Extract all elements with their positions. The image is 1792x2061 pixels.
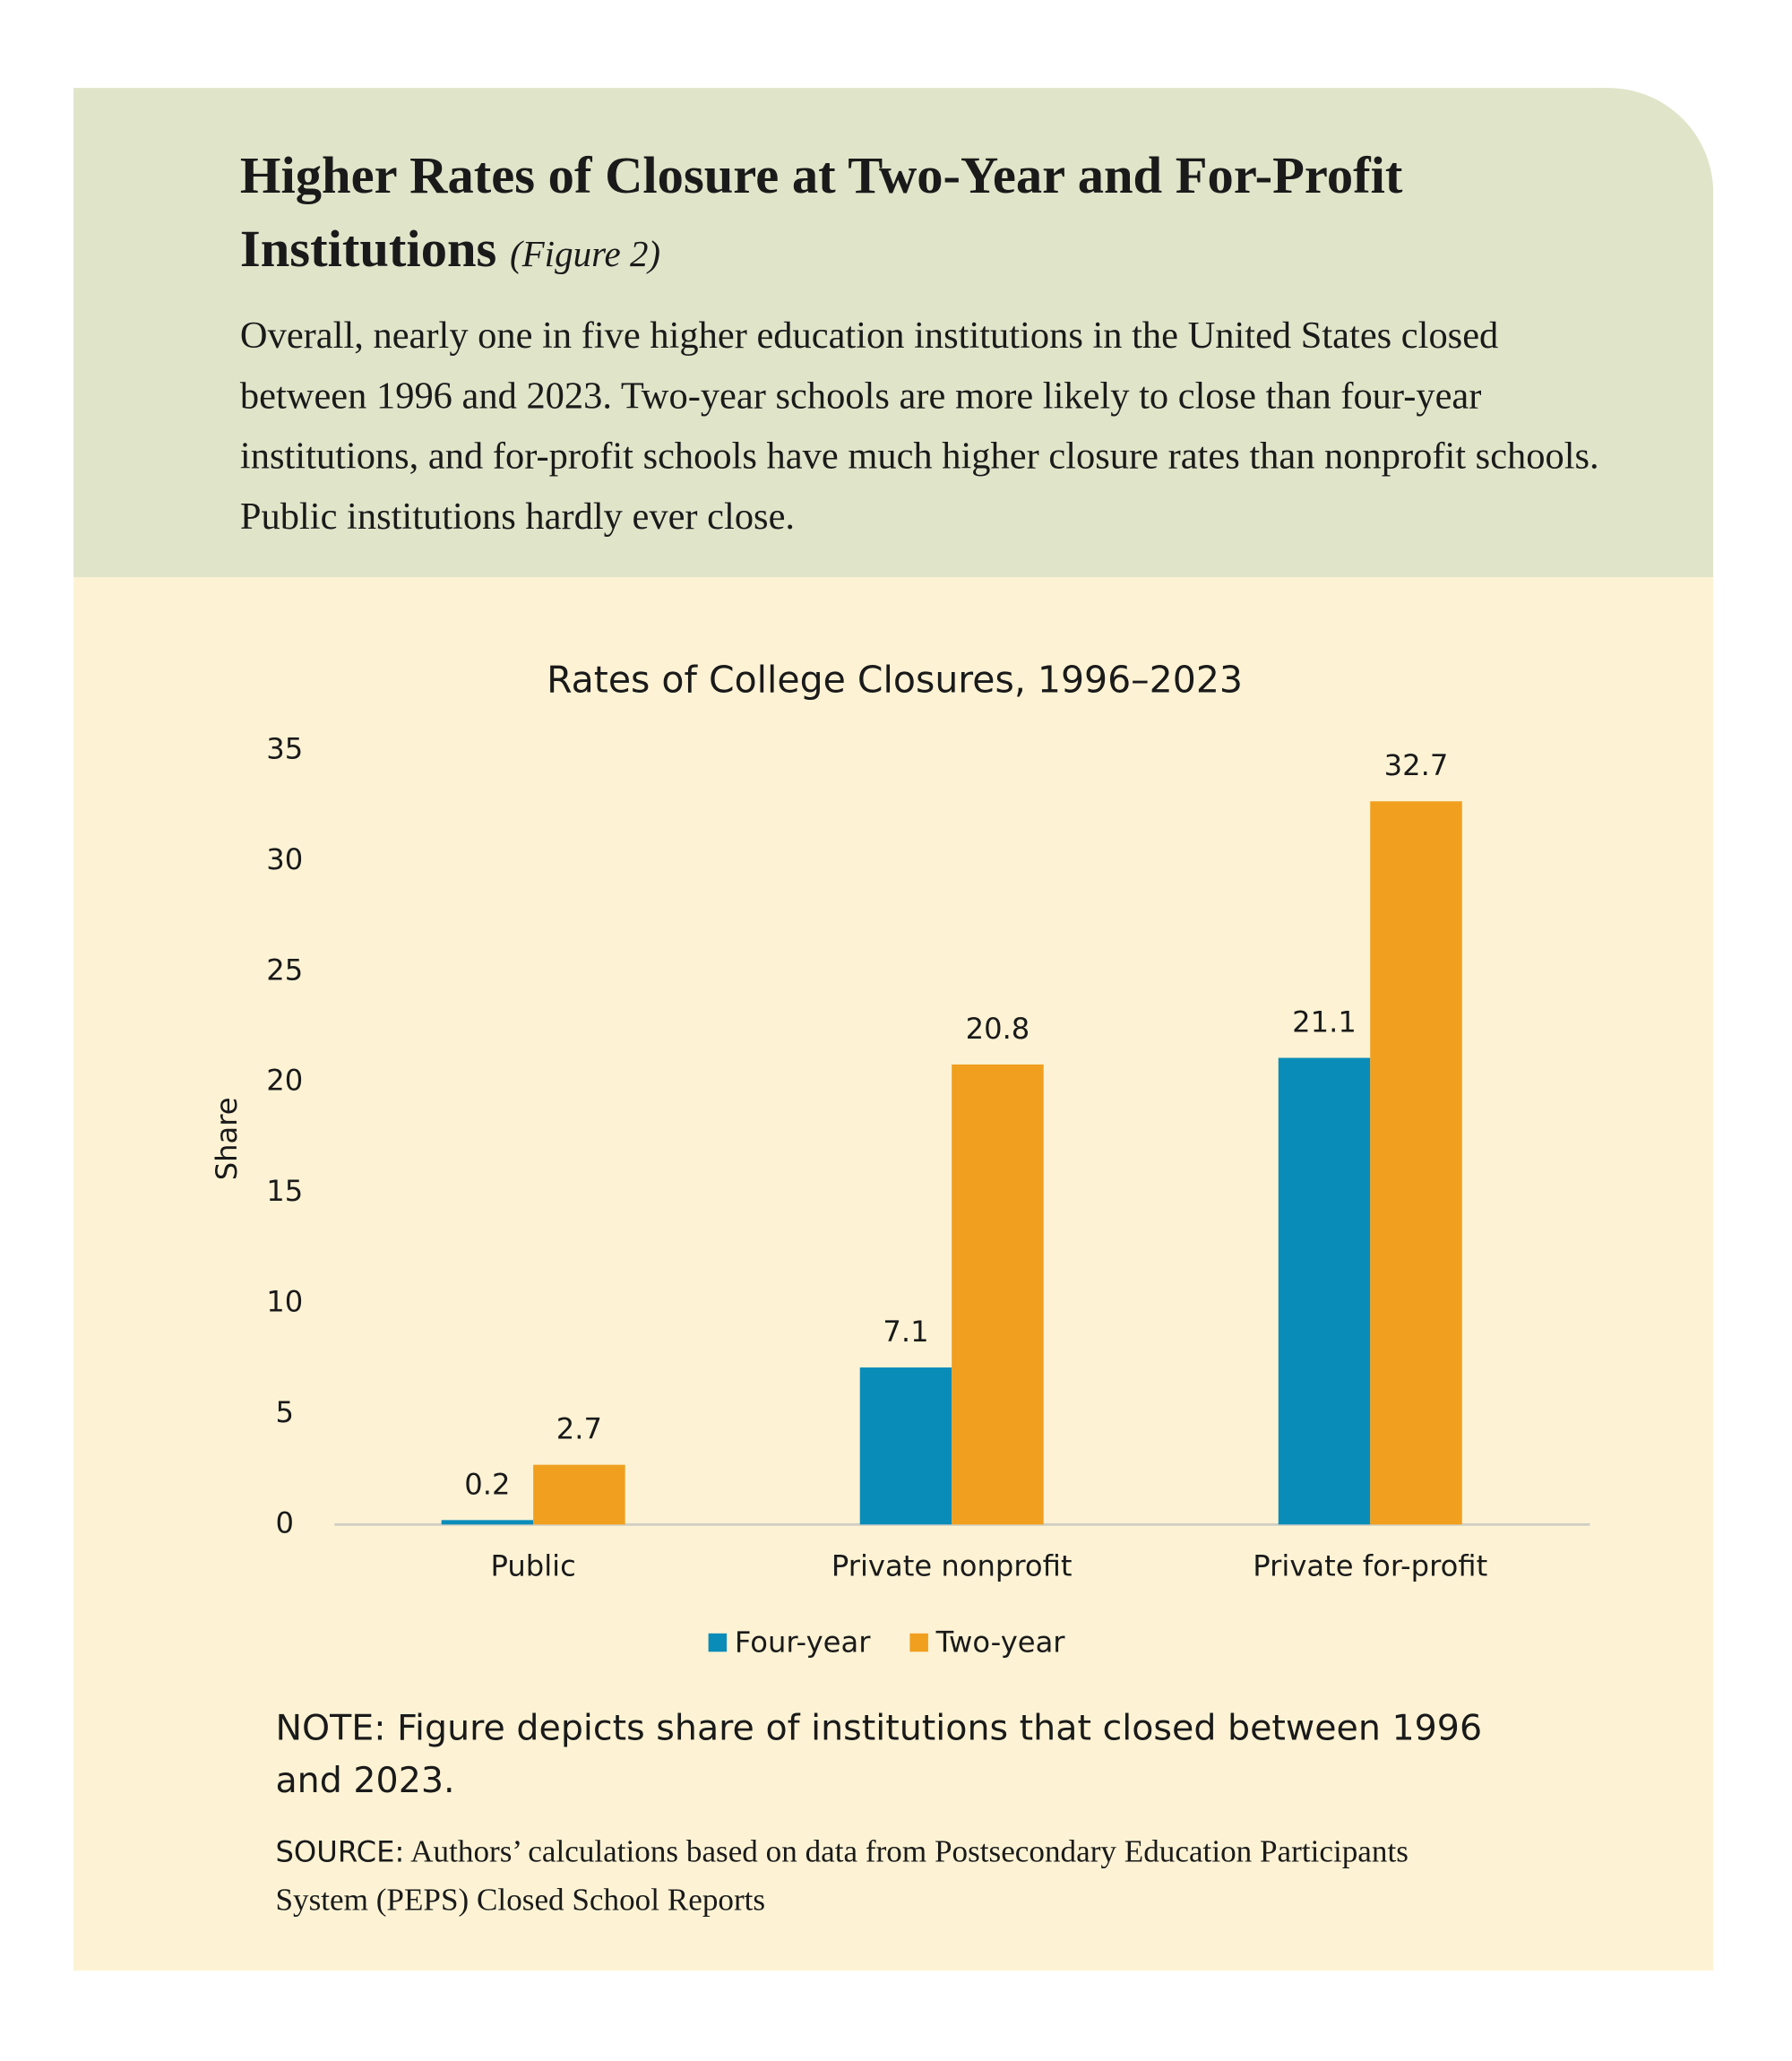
value-label: 32.7: [1384, 748, 1449, 782]
legend-label: Four-year: [735, 1626, 871, 1660]
value-label: 20.8: [966, 1012, 1030, 1046]
x-tick-label: Public: [491, 1549, 576, 1583]
legend-swatch: [708, 1633, 728, 1652]
bar: [441, 1520, 534, 1525]
legend-label: Two-year: [935, 1626, 1066, 1660]
figure-label: (Figure 2): [509, 235, 661, 276]
bar: [1278, 1057, 1371, 1525]
y-tick-label: 35: [266, 731, 303, 765]
y-tick-label: 30: [266, 842, 303, 876]
title-text: Higher Rates of Closure at Two-Year and …: [239, 145, 1403, 279]
y-tick-label: 25: [266, 953, 303, 987]
y-axis-label: Share: [210, 1097, 244, 1180]
value-label: 0.2: [464, 1467, 510, 1501]
y-tick-label: 15: [266, 1174, 303, 1208]
x-tick-label: Private for-profit: [1253, 1549, 1487, 1583]
note: NOTE: Figure depicts share of institutio…: [275, 1708, 1483, 1802]
source: SOURCE: Authors’ calculations based on d…: [275, 1829, 1456, 1925]
value-label: 7.1: [883, 1315, 928, 1349]
bar: [952, 1064, 1044, 1525]
y-tick-label: 20: [266, 1064, 303, 1098]
source-text: Authors’ calculations based on data from…: [275, 1835, 1409, 1919]
header-title: Higher Rates of Closure at Two-Year and …: [240, 139, 1421, 292]
bar: [859, 1367, 952, 1525]
legend-swatch: [909, 1633, 928, 1652]
source-label: SOURCE:: [275, 1836, 405, 1870]
y-tick-label: 5: [275, 1395, 294, 1429]
value-label: 2.7: [556, 1412, 602, 1446]
header-body: Overall, nearly one in five higher educa…: [239, 315, 1599, 539]
value-label: 21.1: [1292, 1005, 1357, 1039]
y-tick-label: 10: [266, 1284, 303, 1318]
header-background: [73, 88, 1714, 578]
y-tick-label: 0: [275, 1505, 294, 1539]
bar: [533, 1464, 625, 1525]
bar: [1370, 801, 1462, 1525]
chart-title: Rates of College Closures, 1996–2023: [547, 658, 1243, 701]
x-tick-label: Private nonprofit: [831, 1549, 1073, 1583]
